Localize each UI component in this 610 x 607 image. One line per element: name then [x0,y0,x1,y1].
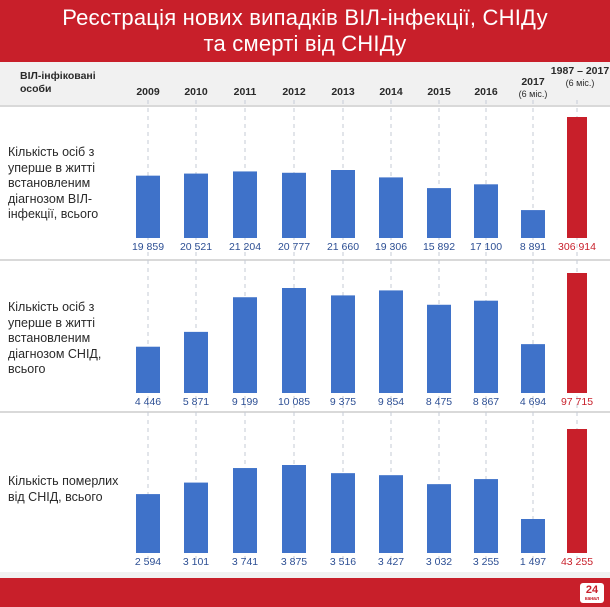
title-line-1: Реєстрація нових випадків ВІЛ-інфекції, … [62,5,548,30]
bar-1-8 [521,344,545,393]
row-label-aids: Кількість осіб з уперше в житті встановл… [8,300,102,376]
bar-1-6 [427,304,451,393]
year-header-2016: 2016 [474,86,498,98]
infographic-header: Реєстрація нових випадків ВІЛ-інфекції, … [0,0,610,62]
bar-1-5 [379,290,403,393]
bar-2-6 [427,484,451,553]
bar-0-5 [379,177,403,238]
bar-0-2 [233,171,257,238]
bar-2-5 [379,475,403,553]
bar-2-4 [331,473,355,553]
bar-2-0 [136,494,160,553]
separator-top [0,105,610,107]
bar-0-6 [427,188,451,238]
value-label-2-8: 1 497 [520,556,546,568]
bar-2-7 [474,479,498,553]
year-header-2012: 2012 [282,86,306,98]
year-header-2009: 2009 [136,86,160,98]
value-label-0-4: 21 660 [327,241,359,253]
year-header-2014: 2014 [379,86,403,98]
bar-1-0 [136,346,160,393]
bar-2-8 [521,519,545,553]
year-header-2011: 2011 [233,86,257,98]
value-label-0-0: 19 859 [132,241,164,253]
year-header-2013: 2013 [331,86,355,98]
separator-2 [0,411,610,413]
value-label-2-2: 3 741 [232,556,258,568]
bar-0-3 [282,172,306,238]
bar-2-9 [567,429,587,553]
value-label-1-7: 8 867 [473,396,499,408]
title-line-2: та смерті від СНІДу [203,31,407,56]
bar-1-9 [567,273,587,393]
column-header-row: ВІЛ-інфіковані особи 2009 2010 2011 2012… [0,62,610,107]
row-label-deaths: Кількість померлих від СНІД, всього [8,474,119,504]
value-label-0-1: 20 521 [180,241,212,253]
value-label-0-6: 15 892 [423,241,455,253]
value-label-0-8: 8 891 [520,241,546,253]
bar-0-1 [184,173,208,238]
bar-2-3 [282,465,306,553]
bar-0-4 [331,170,355,238]
value-label-0-7: 17 100 [470,241,502,253]
value-label-0-2: 21 204 [229,241,261,253]
value-label-1-3: 10 085 [278,396,310,408]
value-label-1-4: 9 375 [330,396,356,408]
bar-2-1 [184,482,208,553]
corner-label: ВІЛ-інфіковані особи [20,70,96,95]
bar-0-0 [136,175,160,238]
value-label-2-5: 3 427 [378,556,404,568]
bar-1-4 [331,295,355,393]
separator-1 [0,259,610,261]
value-label-1-9: 97 715 [561,396,593,408]
bar-1-1 [184,331,208,393]
value-label-2-4: 3 516 [330,556,356,568]
bar-0-8 [521,210,545,238]
value-label-0-3: 20 777 [278,241,310,253]
value-label-1-0: 4 446 [135,396,161,408]
value-label-2-6: 3 032 [426,556,452,568]
value-label-2-7: 3 255 [473,556,499,568]
year-header-2017: 2017 (6 міс.) [518,76,548,99]
value-label-2-3: 3 875 [281,556,307,568]
bar-1-3 [282,288,306,393]
bar-1-7 [474,300,498,393]
value-label-1-5: 9 854 [378,396,404,408]
row-label-hiv: Кількість осіб з уперше в житті встановл… [8,145,99,221]
value-label-2-9: 43 255 [561,556,593,568]
value-label-2-0: 2 594 [135,556,161,568]
year-header-total: 1987 – 2017 (6 міс.) [550,65,610,88]
bar-0-9 [567,117,587,238]
value-label-0-9: 306 914 [558,241,596,253]
value-label-2-1: 3 101 [183,556,209,568]
value-label-1-1: 5 871 [183,396,209,408]
value-label-0-5: 19 306 [375,241,407,253]
bar-0-7 [474,184,498,238]
value-label-1-8: 4 694 [520,396,546,408]
bar-1-2 [233,297,257,393]
channel-24-logo: 24 канал [580,583,604,603]
footer-bar: 24 канал [0,578,610,607]
bar-2-2 [233,468,257,553]
year-header-2010: 2010 [184,86,208,98]
year-header-2015: 2015 [427,86,451,98]
value-label-1-2: 9 199 [232,396,258,408]
value-label-1-6: 8 475 [426,396,452,408]
